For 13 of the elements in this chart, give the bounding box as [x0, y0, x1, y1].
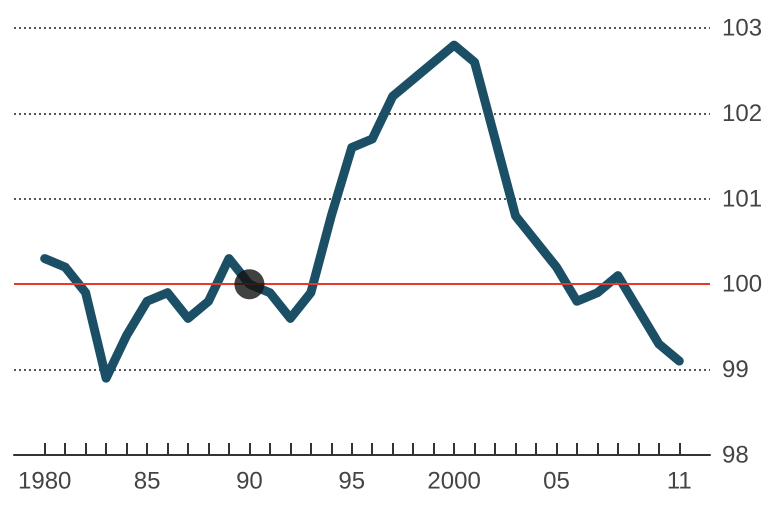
x-tick-label: 11: [666, 468, 692, 494]
y-tick-label: 102: [722, 100, 762, 127]
y-tick-label: 101: [722, 185, 762, 212]
y-tick-label: 98: [722, 442, 749, 468]
x-tick-label: 85: [134, 468, 160, 494]
y-tick-label: 100: [722, 270, 762, 298]
y-tick-label: 99: [722, 356, 749, 384]
x-tick-label: 90: [236, 468, 263, 494]
y-tick-label: 103: [722, 14, 762, 42]
x-tick-label: 2000: [427, 468, 481, 494]
x-tick-label: 05: [543, 468, 570, 494]
x-tick-label: 95: [338, 468, 366, 494]
x-tick-label: 1980: [18, 468, 72, 494]
